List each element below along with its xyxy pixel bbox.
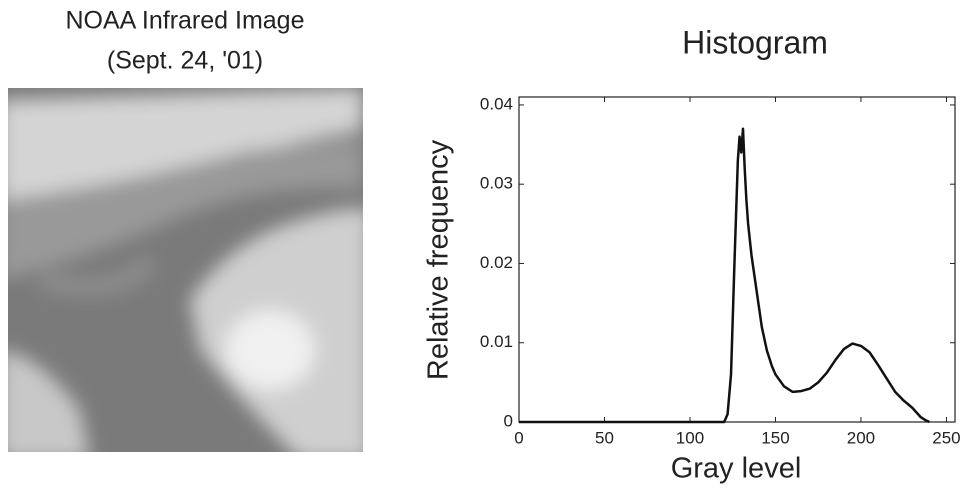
x-tick-label: 50 <box>595 428 614 447</box>
image-title: (Sept. 24, '01) <box>107 47 263 75</box>
x-tick-label: 0 <box>514 428 523 447</box>
x-axis-label: Gray level <box>671 453 802 485</box>
y-tick-label: 0.04 <box>480 94 513 113</box>
plot-frame <box>518 96 956 423</box>
y-tick-label: 0.01 <box>480 332 513 351</box>
histogram-line <box>519 127 930 424</box>
x-tick-label: 250 <box>932 428 960 447</box>
image-title: NOAA Infrared Image <box>65 7 304 35</box>
x-tick-label: 200 <box>847 428 875 447</box>
chart-title: Histogram <box>682 24 828 60</box>
y-axis-label: Relative frequency <box>423 139 455 380</box>
x-tick-label: 100 <box>676 428 704 447</box>
x-tick-label: 150 <box>761 428 789 447</box>
y-tick-label: 0.02 <box>480 253 513 272</box>
y-tick-label: 0.03 <box>480 174 513 193</box>
y-tick-label: 0 <box>504 411 513 430</box>
satellite-image <box>8 88 363 452</box>
